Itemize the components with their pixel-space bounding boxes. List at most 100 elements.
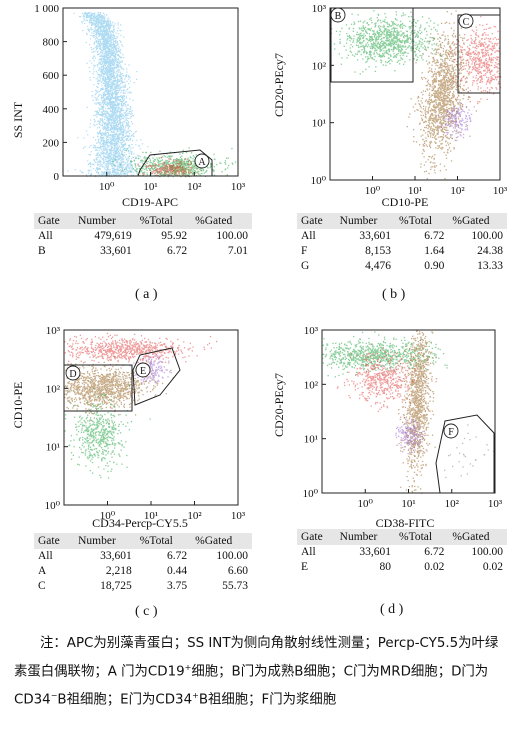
y-tick-label: 10² — [312, 60, 327, 72]
note-sup-3: + — [192, 691, 199, 701]
table-cell: E — [301, 561, 309, 573]
event-cloud — [336, 343, 438, 418]
panel-d-xlabel: CD38-FITC — [376, 516, 435, 530]
event-cloud — [444, 424, 496, 490]
table-row: All 33,601 6.72 100.00 — [34, 549, 252, 564]
gate-label: F — [448, 427, 454, 438]
y-tick-label: 0 — [54, 171, 60, 183]
table-cell: 0.02 — [424, 561, 445, 573]
table-cell: 33,601 — [359, 546, 392, 558]
table-row: C 18,725 3.75 55.73 — [34, 579, 252, 594]
table-cell: 0.90 — [424, 260, 445, 272]
table-cell: 6.72 — [424, 230, 445, 242]
event-cloud — [161, 158, 202, 178]
panel-c-plot: D E CD10-PE 10³ 10² 10¹ 10⁰ 10⁰ 10¹ 10² 10³ CD3… — [11, 325, 246, 530]
y-tick-label: 10¹ — [46, 442, 60, 454]
table-row: All 33,601 6.72 100.00 — [297, 545, 507, 560]
table-row: E 80 0.02 0.02 — [297, 560, 507, 575]
table-cell: All — [301, 546, 316, 558]
table-header: Gate — [297, 529, 336, 545]
table-header: %Gated — [448, 529, 507, 545]
table-cell: 33,601 — [359, 230, 392, 242]
note-sup-1: + — [184, 663, 192, 672]
y-tick-label: 1 000 — [34, 3, 59, 15]
table-header: Gate — [34, 533, 75, 549]
gate-label-circle — [65, 365, 81, 381]
y-tick-label: 10³ — [46, 325, 61, 337]
gate-label-circle — [330, 7, 346, 23]
table-cell: All — [301, 230, 316, 242]
table-cell: 33,601 — [100, 550, 132, 562]
y-tick-label: 800 — [43, 37, 60, 49]
table-header: %Gated — [191, 213, 252, 229]
y-tick-label: 10³ — [304, 325, 319, 337]
y-tick-label: 400 — [43, 104, 60, 116]
x-tick-label: 10³ — [231, 510, 246, 522]
panel-d-plot: F CD20-PEcy7 10³ 10² 10¹ 10⁰ 10⁰ 10¹ 10² 10³ C… — [272, 325, 503, 530]
note-text-2: 细胞；B门为成熟B细胞；C门为MRD细胞；D门为CD34 — [14, 664, 489, 708]
note-text-3: B祖细胞；E门为CD34 — [57, 692, 193, 708]
table-cell: 100.00 — [471, 230, 503, 242]
table-cell: 2,218 — [105, 565, 132, 577]
event-cloud — [445, 15, 502, 103]
table-cell: 100.00 — [471, 546, 503, 558]
x-tick-label: 10² — [187, 181, 202, 193]
table-cell: 6.72 — [424, 546, 445, 558]
panel-c-xlabel: CD34-Percp-CY5.5 — [92, 516, 188, 530]
panel-a-xlabel: CD19-APC — [122, 195, 178, 209]
event-cloud — [438, 102, 475, 142]
x-tick-label: 10¹ — [144, 510, 158, 522]
table-cell: 100.00 — [216, 230, 248, 242]
event-cloud — [330, 10, 443, 75]
table-row: F 8,153 1.64 24.38 — [297, 244, 507, 259]
table-header: Gate — [34, 213, 75, 229]
x-tick-label: 10¹ — [143, 181, 157, 193]
note-text-1: 注：APC为别藻青蛋白；SS INT为侧向角散射线性测量；Percp-CY5.5… — [14, 636, 499, 680]
figure-note: 注：APC为别藻青蛋白；SS INT为侧向角散射线性测量；Percp-CY5.5… — [14, 632, 504, 713]
table-header: %Total — [395, 213, 449, 229]
y-tick-label: 10² — [304, 379, 319, 391]
table-header: %Gated — [191, 533, 252, 549]
gate-label: D — [69, 369, 76, 380]
y-tick-label: 10¹ — [312, 118, 326, 130]
gate-f-polygon — [435, 414, 495, 494]
x-tick-label: 10³ — [493, 185, 508, 197]
gate-label-circle — [458, 13, 474, 29]
plot-frame — [62, 7, 239, 177]
y-tick-label: 10⁰ — [45, 500, 61, 512]
event-cloud — [395, 417, 426, 455]
panel-d-ylabel: CD20-PEcy7 — [272, 373, 286, 437]
x-tick-label: 10⁰ — [99, 181, 115, 193]
table-cell: 4,476 — [365, 260, 392, 272]
event-cloud — [396, 330, 437, 494]
table-cell: 6.72 — [167, 245, 188, 257]
x-tick-label: 10⁰ — [100, 510, 116, 522]
panel-a-plot: A SS INT 1 000 800 600 400 200 0 10⁰ 10¹ 10² 10³… — [11, 3, 246, 209]
event-cloud — [64, 332, 218, 366]
gate-e-polygon — [132, 347, 181, 406]
table-cell: 100.00 — [216, 550, 248, 562]
table-row: All 479,619 95.92 100.00 — [34, 229, 252, 244]
plot-frame — [329, 7, 501, 181]
panel-d-table: Gate Number %Total %Gated All 33,601 6.72 100.0… — [297, 529, 507, 575]
table-cell: 0.02 — [482, 561, 503, 573]
table-cell: 33,601 — [100, 245, 132, 257]
y-tick-label: 10⁰ — [311, 175, 327, 187]
note-sup-2: − — [50, 691, 58, 701]
panel-a-ylabel: SS INT — [11, 101, 25, 138]
y-tick-label: 10³ — [312, 3, 327, 15]
table-cell: 1.64 — [424, 245, 445, 257]
gate-label-circle — [443, 423, 459, 439]
panel-b-caption: ( b ) — [382, 287, 406, 302]
table-cell: 13.33 — [477, 260, 503, 272]
table-header: Number — [74, 533, 136, 549]
table-row: B 33,601 6.72 7.01 — [34, 244, 252, 259]
note-text-4: B祖细胞；F门为浆细胞 — [198, 692, 337, 708]
y-tick-label: 200 — [43, 137, 60, 149]
panel-c-table: Gate Number %Total %Gated All 33,601 6.72 100.0… — [34, 533, 252, 594]
table-header: Gate — [297, 213, 336, 229]
table-header: %Gated — [448, 213, 507, 229]
panel-b-table: Gate Number %Total %Gated All 33,601 6.72 100.0… — [297, 213, 507, 274]
table-row: G 4,476 0.90 13.33 — [297, 259, 507, 274]
